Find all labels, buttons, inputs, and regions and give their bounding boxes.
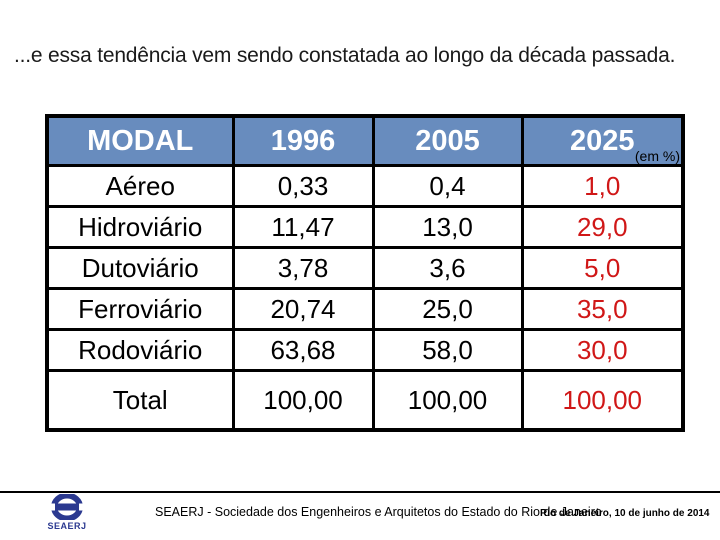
value-2005: 13,0 [371,205,524,249]
value-2005: 25,0 [371,287,524,331]
row-label: Ferroviário [45,287,235,331]
value-1996: 20,74 [231,287,375,331]
total-2005: 100,00 [371,369,524,432]
col-header-1996: 1996 [231,114,375,167]
footer-divider [0,491,720,493]
value-2025: 35,0 [520,287,685,331]
table-row-ferroviario: Ferroviário 20,74 25,0 35,0 [45,287,685,331]
col-header-2025-label: 2025 [569,124,635,157]
footer-date-text: Rio de Janeiro, 10 de junho de 2014 [540,508,710,519]
modal-share-table: MODAL 1996 2005 2025 (em %) Aéreo 0,33 0,… [45,114,685,432]
value-2025: 29,0 [520,205,685,249]
value-2005: 58,0 [371,328,524,372]
total-label: Total [45,369,235,432]
value-2025: 1,0 [520,164,685,208]
table-row-dutoviario: Dutoviário 3,78 3,6 5,0 [45,246,685,290]
col-header-2025: 2025 (em %) [520,114,685,167]
seaerj-logo-label: SEAERJ [47,521,87,531]
col-header-2005: 2005 [371,114,524,167]
row-label: Aéreo [45,164,235,208]
total-2025: 100,00 [520,369,685,432]
value-2025: 30,0 [520,328,685,372]
row-label: Rodoviário [45,328,235,372]
row-label: Hidroviário [45,205,235,249]
value-1996: 3,78 [231,246,375,290]
table-row-aereo: Aéreo 0,33 0,4 1,0 [45,164,685,208]
total-1996: 100,00 [231,369,375,432]
seaerj-logo: SEAERJ [44,494,90,531]
value-2005: 3,6 [371,246,524,290]
seaerj-logo-icon [44,494,90,520]
value-2005: 0,4 [371,164,524,208]
table-header-row: MODAL 1996 2005 2025 (em %) [45,114,685,167]
value-1996: 63,68 [231,328,375,372]
row-label: Dutoviário [45,246,235,290]
table-row-rodoviario: Rodoviário 63,68 58,0 30,0 [45,328,685,372]
col-header-modal: MODAL [45,114,235,167]
unit-note: (em %) [634,148,680,164]
table-total-row: Total 100,00 100,00 100,00 [45,369,685,432]
table-row-hidroviario: Hidroviário 11,47 13,0 29,0 [45,205,685,249]
slide-title: ...e essa tendência vem sendo constatada… [14,44,676,67]
value-2025: 5,0 [520,246,685,290]
value-1996: 0,33 [231,164,375,208]
value-1996: 11,47 [231,205,375,249]
footer-organization-text: SEAERJ - Sociedade dos Engenheiros e Arq… [155,505,602,519]
